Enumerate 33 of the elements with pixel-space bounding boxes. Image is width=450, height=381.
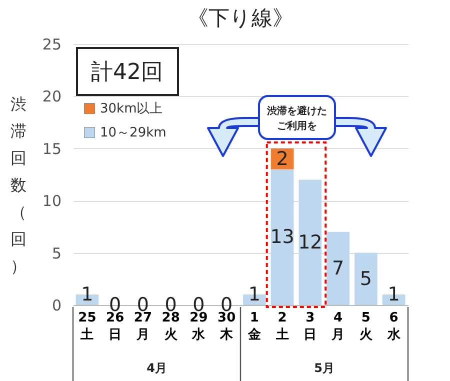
x-tick-label: 3 日 bbox=[304, 310, 317, 342]
data-label: 1 bbox=[248, 284, 260, 306]
x-tick-label: 2 土 bbox=[274, 310, 289, 342]
annotation: 計42回 bbox=[91, 60, 163, 85]
data-label: 1 bbox=[81, 284, 94, 306]
x-tick-label: 6 水 bbox=[386, 310, 402, 342]
text: 4月 bbox=[146, 361, 167, 375]
y-axis-title: 渋滞回数（回） bbox=[10, 94, 26, 276]
bar bbox=[270, 169, 294, 305]
data-label: 12 bbox=[298, 231, 322, 254]
data-label: 1 bbox=[388, 284, 400, 306]
y-tick-label: 5 bbox=[52, 244, 62, 262]
x-tick-label: 25 土 bbox=[78, 310, 96, 342]
data-label: 2 bbox=[276, 148, 288, 170]
annotation: 渋滞を避けたご利用を bbox=[266, 105, 327, 132]
text: 5月 bbox=[314, 361, 334, 375]
bar bbox=[354, 252, 378, 305]
data-label: 7 bbox=[332, 257, 344, 280]
y-tick-label: 0 bbox=[52, 296, 62, 314]
bar bbox=[326, 232, 350, 305]
chart-title: 《下り線》 bbox=[188, 6, 294, 30]
x-tick-label: 4 月 bbox=[330, 310, 345, 342]
y-tick-label: 20 bbox=[42, 88, 62, 106]
y-tick-label: 25 bbox=[42, 36, 62, 54]
y-tick-label: 10 bbox=[42, 192, 62, 210]
bar bbox=[298, 180, 322, 305]
y-tick-label: 15 bbox=[42, 140, 62, 158]
x-tick-label: 5 火 bbox=[358, 310, 374, 342]
data-label: 13 bbox=[270, 226, 294, 248]
data-label: 5 bbox=[360, 268, 372, 290]
x-tick-label: 1 金 bbox=[246, 310, 262, 342]
legend-label: 10～29km bbox=[100, 126, 166, 140]
legend-label: 30km以上 bbox=[100, 102, 163, 116]
